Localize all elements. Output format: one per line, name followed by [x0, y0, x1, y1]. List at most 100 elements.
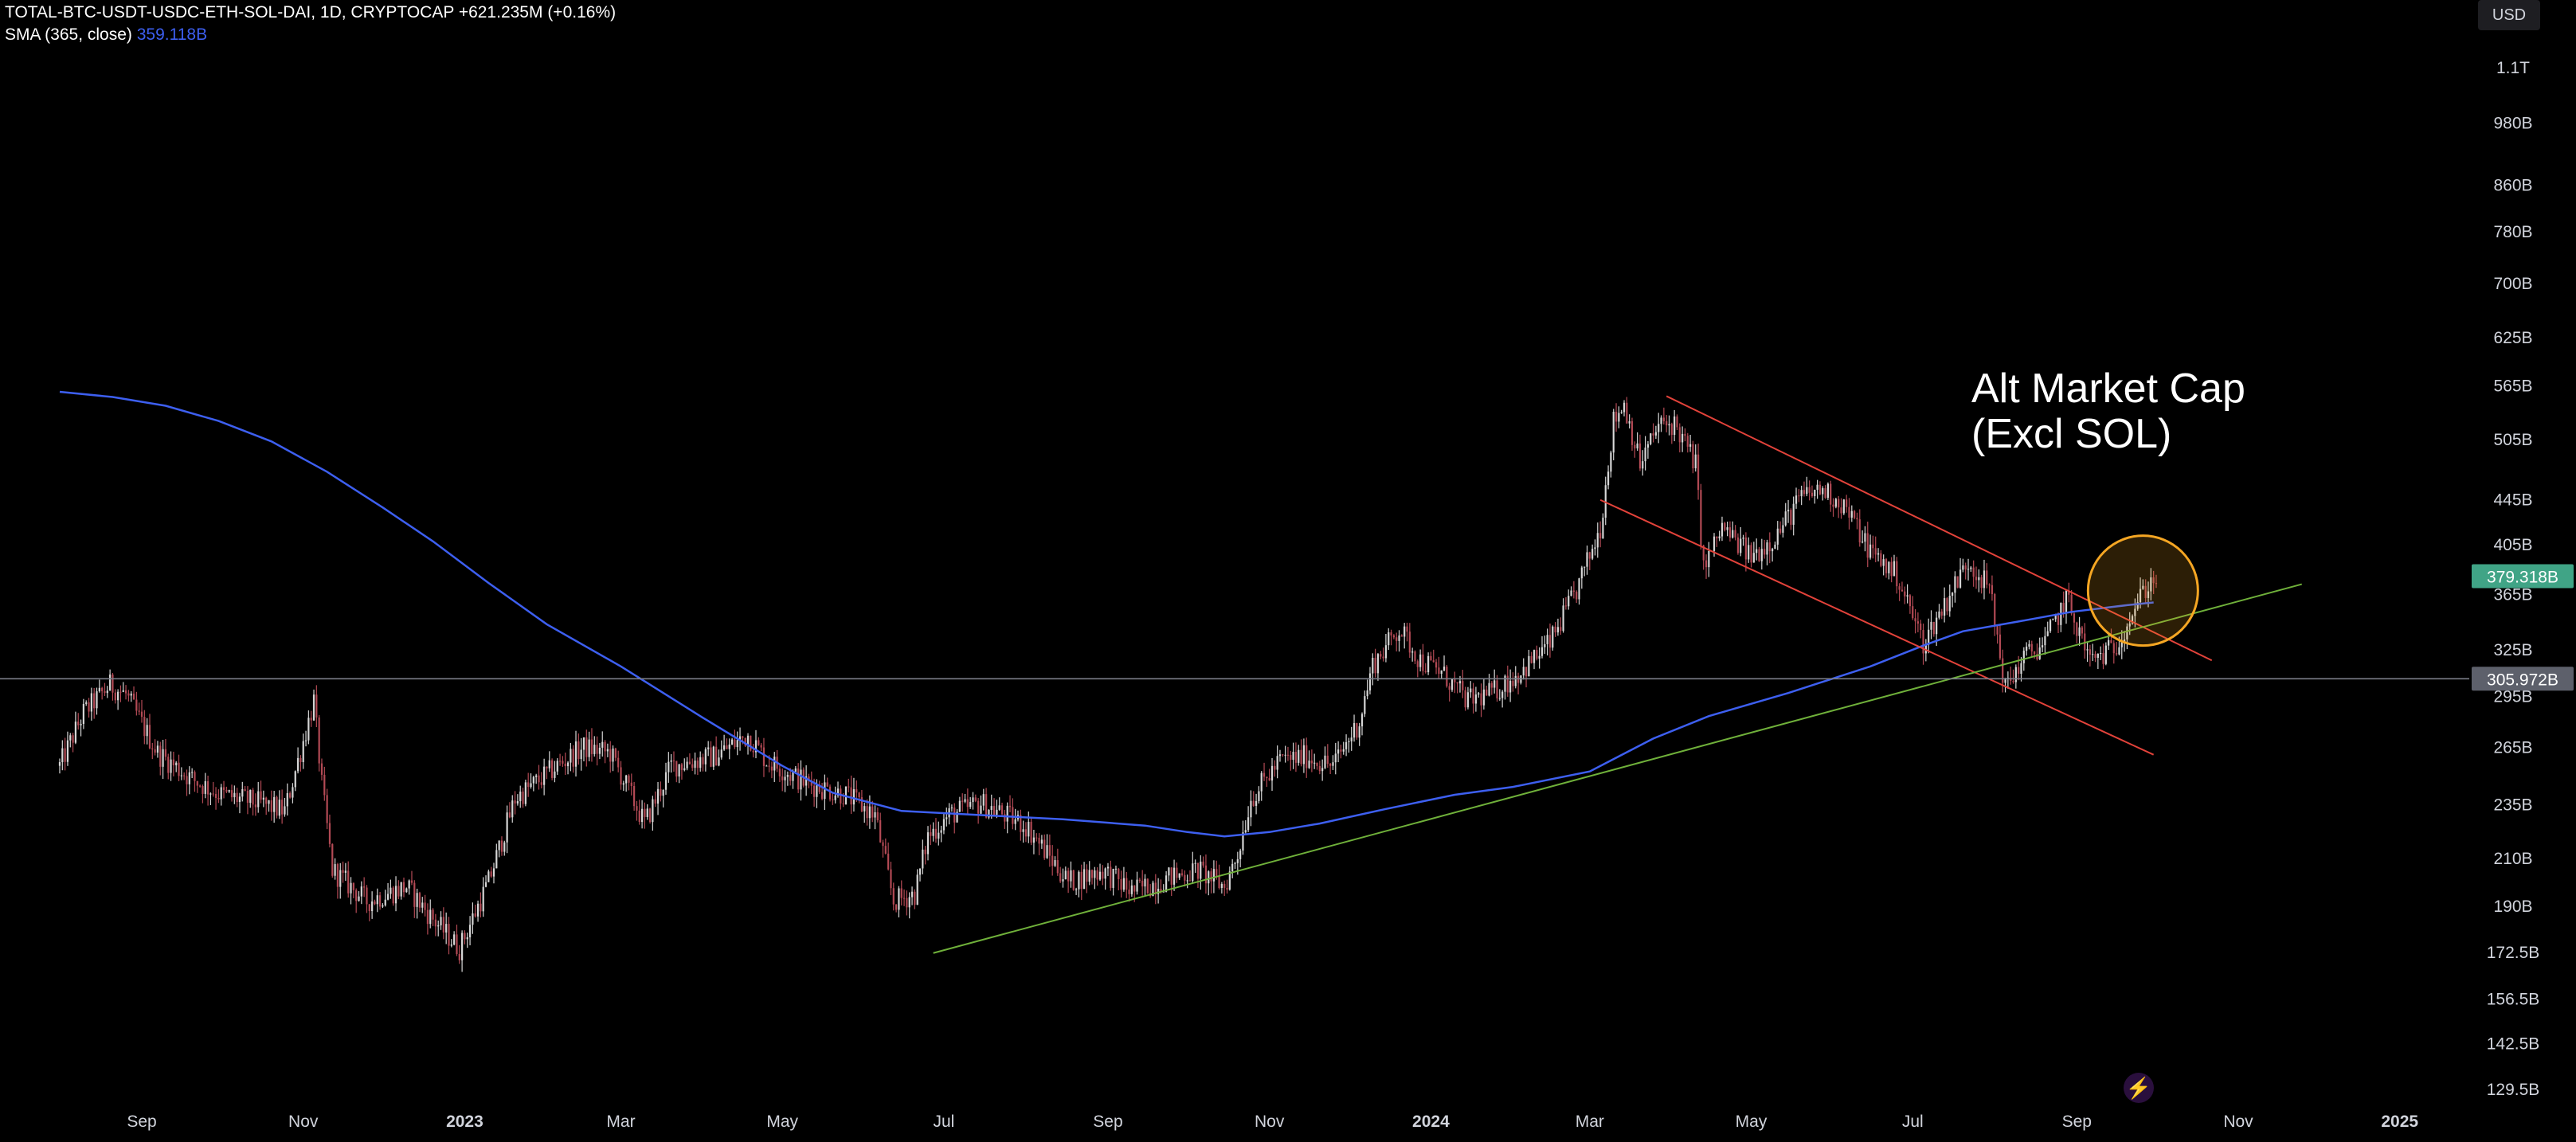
- candle-body: [154, 749, 156, 753]
- candle-body: [930, 832, 932, 836]
- indicator-legend[interactable]: SMA (365, close) 359.118B: [5, 25, 207, 45]
- candle-body: [1157, 888, 1160, 894]
- candle-body: [1411, 651, 1414, 653]
- candle-body: [352, 882, 354, 890]
- candle-body: [1586, 552, 1588, 567]
- candle-body: [167, 757, 170, 773]
- candle-body: [1422, 654, 1424, 671]
- candle-body: [762, 747, 765, 766]
- candle-body: [1877, 553, 1880, 555]
- candle-body: [1316, 762, 1318, 766]
- candle-body: [652, 799, 654, 823]
- candle-body: [1596, 533, 1599, 548]
- candle-body: [622, 783, 624, 785]
- candle-body: [1122, 878, 1126, 890]
- candle-body: [969, 802, 972, 808]
- candle-body: [1000, 805, 1004, 815]
- currency-button[interactable]: USD: [2478, 0, 2540, 30]
- candle-body: [1504, 675, 1506, 692]
- candle-body: [1178, 873, 1180, 878]
- candle-body: [778, 769, 781, 776]
- candle-body: [742, 736, 744, 738]
- candle-body: [1774, 544, 1776, 549]
- annotation-line-2: (Excl SOL): [1971, 411, 2171, 457]
- candle-body: [834, 795, 836, 800]
- candle-body: [1388, 632, 1390, 646]
- candle-body: [1708, 551, 1710, 568]
- candle-body: [453, 934, 456, 945]
- candle-body: [1270, 765, 1274, 781]
- candle-body: [953, 808, 956, 823]
- candle-body: [1102, 871, 1104, 879]
- candle-body: [331, 843, 334, 876]
- candle-body: [1180, 873, 1184, 875]
- candle-body: [1329, 764, 1332, 766]
- candle-body: [1792, 503, 1795, 525]
- candle-body: [596, 745, 598, 754]
- candle-body: [450, 944, 452, 946]
- candle-body: [1736, 537, 1740, 553]
- candle-body: [1956, 576, 1959, 588]
- candle-body: [654, 799, 656, 804]
- candle-body: [660, 788, 662, 796]
- candle-body: [1922, 630, 1924, 654]
- candle-body: [1652, 433, 1654, 436]
- candle-body: [2022, 651, 2025, 663]
- candle-body: [879, 819, 882, 843]
- candle-body: [1223, 883, 1226, 888]
- candle-body: [260, 791, 262, 800]
- candle-body: [1858, 519, 1861, 543]
- candle-body: [580, 749, 582, 760]
- trendline-drawings[interactable]: [0, 395, 2469, 954]
- candle-body: [598, 747, 601, 754]
- candle-body: [1798, 495, 1800, 497]
- candle-body: [1450, 679, 1454, 690]
- price-tick-label: 405B: [2493, 536, 2532, 554]
- candle-body: [170, 759, 172, 773]
- candle-body: [840, 788, 842, 804]
- bolt-icon[interactable]: ⚡: [2124, 1073, 2154, 1103]
- candle-body: [718, 757, 720, 766]
- candle-body: [347, 870, 350, 894]
- candle-body: [720, 749, 722, 758]
- candle-body: [1086, 869, 1088, 882]
- candle-body: [554, 771, 556, 778]
- candle-body: [296, 757, 299, 772]
- candle-body: [1631, 420, 1634, 445]
- candle-body: [1144, 878, 1146, 887]
- candle-body: [1814, 489, 1816, 496]
- candle-body: [466, 937, 468, 940]
- candle-body: [1466, 692, 1470, 708]
- candle-body: [1294, 752, 1298, 763]
- price-tick-label: 129.5B: [2487, 1081, 2540, 1099]
- candle-body: [336, 864, 339, 887]
- candle-body: [1326, 755, 1329, 765]
- candle-body: [461, 933, 464, 960]
- candle-body: [1114, 868, 1118, 870]
- price-axis[interactable]: 1.1T 980B 860B 780B 700B 625B 565B 505B 445B 405B…: [2487, 59, 2540, 1099]
- candle-body: [866, 806, 868, 819]
- candle-body: [1456, 682, 1458, 684]
- candle-body: [728, 744, 730, 749]
- candle-body: [148, 725, 151, 749]
- candle-body: [1104, 868, 1106, 879]
- candle-body: [1514, 675, 1517, 686]
- candle-body: [1022, 829, 1024, 832]
- candle-body: [890, 869, 892, 889]
- candle-body: [922, 849, 924, 869]
- time-axis[interactable]: Sep Nov 2023 Mar May Jul Sep Nov 2024 Mar May Jul Se…: [127, 1113, 2418, 1131]
- candle-body: [1408, 632, 1411, 653]
- candle-body: [2086, 649, 2089, 651]
- candle-body: [1668, 424, 1670, 426]
- candle-body: [1681, 433, 1684, 443]
- candle-body: [738, 736, 742, 741]
- candle-body: [85, 702, 88, 704]
- candle-body: [66, 740, 69, 762]
- price-change: +621.235M (+0.16%): [458, 3, 617, 22]
- candle-body: [1110, 866, 1112, 888]
- symbol-legend[interactable]: TOTAL-BTC-USDT-USDC-ETH-SOL-DAI, 1D, CRY…: [5, 3, 616, 22]
- candle-body: [220, 787, 222, 800]
- candle-body: [694, 761, 696, 769]
- candle-body: [662, 789, 664, 796]
